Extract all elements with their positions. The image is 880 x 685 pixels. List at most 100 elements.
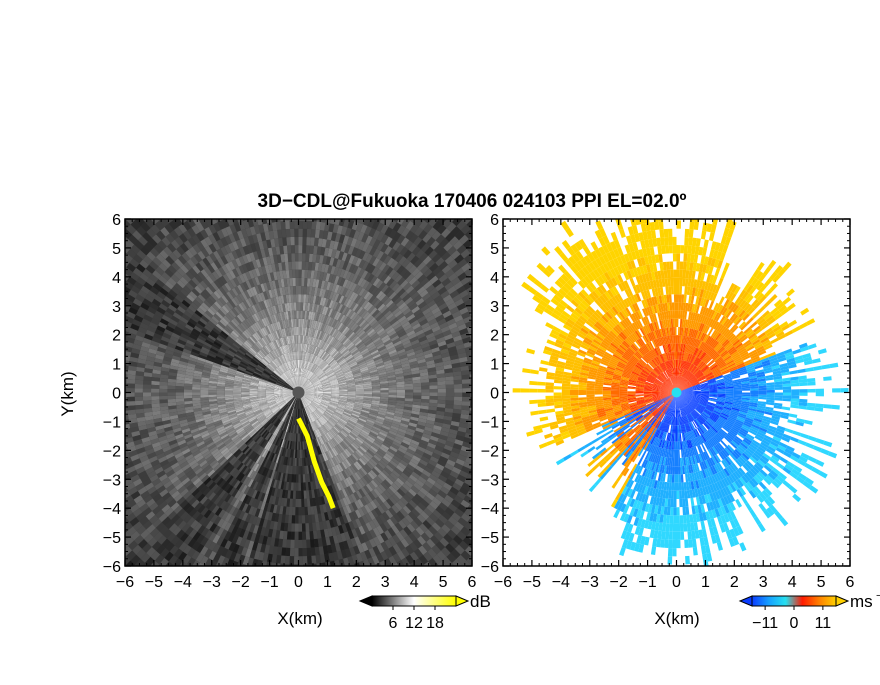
reflectivity-cell xyxy=(216,176,224,186)
reflectivity-cell xyxy=(115,435,124,442)
reflectivity-cell xyxy=(90,435,99,442)
reflectivity-cell xyxy=(315,172,321,181)
reflectivity-cell xyxy=(87,477,97,486)
reflectivity-cell xyxy=(254,150,262,159)
reflectivity-cell xyxy=(299,171,305,179)
reflectivity-cell xyxy=(192,390,200,393)
reflectivity-cell xyxy=(473,281,483,290)
reflectivity-cell xyxy=(260,149,267,158)
reflectivity-cell xyxy=(216,159,225,169)
reflectivity-cell xyxy=(115,344,124,351)
reflectivity-cell xyxy=(98,461,108,469)
reflectivity-cell xyxy=(243,160,251,169)
reflectivity-cell xyxy=(306,237,310,245)
reflectivity-cell xyxy=(79,500,89,509)
reflectivity-cell xyxy=(176,383,184,387)
reflectivity-cell xyxy=(94,283,104,292)
reflectivity-cell xyxy=(372,390,380,392)
reflectivity-cell xyxy=(169,200,178,210)
reflectivity-cell xyxy=(94,371,103,377)
reflectivity-cell xyxy=(114,349,123,356)
reflectivity-cell xyxy=(180,591,189,601)
reflectivity-cell xyxy=(204,163,213,173)
reflectivity-cell xyxy=(81,431,90,438)
reflectivity-cell xyxy=(96,321,106,329)
reflectivity-cell xyxy=(176,598,186,608)
reflectivity-cell xyxy=(61,454,71,462)
reflectivity-cell xyxy=(295,270,298,278)
reflectivity-cell xyxy=(340,159,348,168)
reflectivity-cell xyxy=(207,198,215,208)
reflectivity-cell xyxy=(98,433,107,440)
reflectivity-cell xyxy=(134,206,144,216)
reflectivity-cell xyxy=(93,446,102,453)
reflectivity-cell xyxy=(73,433,82,440)
reflectivity-cell xyxy=(287,171,293,179)
reflectivity-cell xyxy=(71,293,81,302)
reflectivity-cell xyxy=(208,395,216,398)
reflectivity-cell xyxy=(389,387,397,390)
reflectivity-cell xyxy=(476,304,486,312)
reflectivity-cell xyxy=(165,183,175,193)
reflectivity-cell xyxy=(208,388,216,391)
reflectivity-cell xyxy=(185,181,194,191)
reflectivity-cell xyxy=(81,290,91,299)
reflectivity-cell xyxy=(100,273,110,282)
reflectivity-cell xyxy=(293,294,296,302)
reflectivity-cell xyxy=(477,272,487,281)
reflectivity-cell xyxy=(389,390,397,393)
reflectivity-cell xyxy=(477,363,486,369)
reflectivity-cell xyxy=(107,463,117,471)
reflectivity-cell xyxy=(94,376,103,382)
reflectivity-cell xyxy=(100,243,110,253)
reflectivity-cell xyxy=(88,425,97,432)
reflectivity-cell xyxy=(134,569,144,579)
reflectivity-cell xyxy=(299,270,302,278)
reflectivity-cell xyxy=(495,376,504,382)
reflectivity-cell xyxy=(307,221,312,229)
reflectivity-cell xyxy=(292,147,298,155)
reflectivity-cell xyxy=(296,302,298,310)
reflectivity-cell xyxy=(99,339,108,346)
reflectivity-cell xyxy=(77,450,86,458)
reflectivity-cell xyxy=(352,161,360,170)
reflectivity-cell xyxy=(176,396,184,399)
reflectivity-cell xyxy=(302,237,306,245)
reflectivity-cell xyxy=(200,390,208,393)
reflectivity-cell xyxy=(332,174,339,183)
reflectivity-cell xyxy=(299,319,301,327)
reflectivity-cell xyxy=(197,203,206,213)
reflectivity-cell xyxy=(461,375,470,380)
reflectivity-cell xyxy=(482,347,491,354)
reflectivity-cell xyxy=(474,253,484,263)
reflectivity-cell xyxy=(297,319,299,327)
reflectivity-cell xyxy=(58,335,67,343)
reflectivity-cell xyxy=(99,292,109,301)
reflectivity-cell xyxy=(215,203,223,213)
reflectivity-cell xyxy=(211,178,220,188)
reflectivity-cell xyxy=(258,174,265,183)
reflectivity-cell xyxy=(70,363,79,370)
reflectivity-cell xyxy=(296,311,298,319)
reflectivity-cell xyxy=(86,381,94,387)
reflectivity-cell xyxy=(72,427,81,434)
reflectivity-cell xyxy=(82,466,92,474)
reflectivity-cell xyxy=(184,395,192,398)
reflectivity-cell xyxy=(85,387,93,393)
reflectivity-cell xyxy=(316,164,323,173)
reflectivity-cell xyxy=(91,488,101,497)
reflectivity-cell xyxy=(212,196,220,206)
reflectivity-cell xyxy=(71,458,81,466)
reflectivity-cell xyxy=(490,345,499,352)
reflectivity-cell xyxy=(454,384,462,389)
reflectivity-cell xyxy=(454,388,462,392)
reflectivity-cell xyxy=(235,196,242,205)
reflectivity-cell xyxy=(159,396,167,400)
reflectivity-cell xyxy=(479,337,488,344)
reflectivity-cell xyxy=(348,177,356,186)
reflectivity-cell xyxy=(293,286,296,294)
reflectivity-cell xyxy=(200,395,208,398)
reflectivity-cell xyxy=(304,171,310,179)
reflectivity-cell xyxy=(98,345,107,352)
reflectivity-cell xyxy=(92,253,102,263)
